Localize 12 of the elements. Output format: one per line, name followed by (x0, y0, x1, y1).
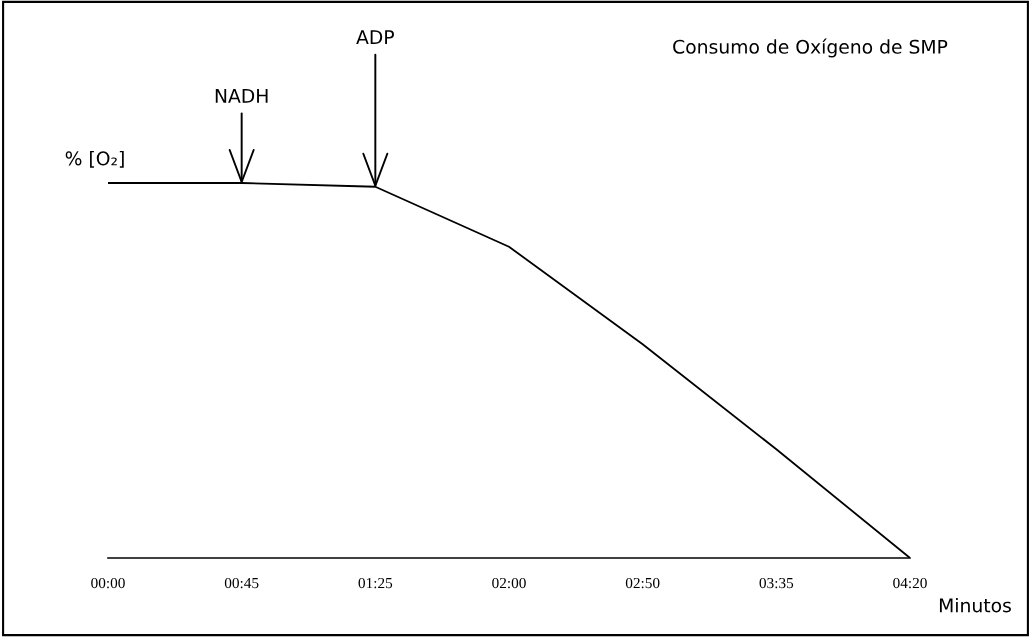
annotation: ADP (356, 30, 394, 44)
annotation: NADH (215, 89, 268, 103)
x-axis-title: Minutos (939, 597, 1011, 613)
chart-title: Consumo de Oxígeno de SMP (673, 38, 948, 58)
x-tick-label: 03:35 (759, 577, 794, 589)
x-tick-label: 02:50 (625, 577, 660, 589)
x-tick-label: 02:00 (492, 577, 526, 589)
x-tick-label: 04:20 (893, 577, 927, 589)
x-tick-label: 00:45 (224, 577, 259, 589)
x-tick-label: 00:00 (91, 577, 125, 589)
x-tick-label: 01:25 (358, 577, 393, 589)
y-axis-title: % [O₂] (65, 150, 124, 168)
